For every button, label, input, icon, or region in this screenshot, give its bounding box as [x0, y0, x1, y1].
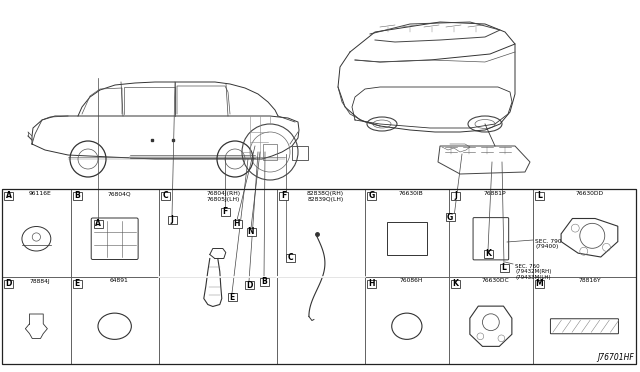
Text: N: N — [248, 228, 254, 237]
Text: 76881P: 76881P — [484, 191, 506, 196]
Text: B: B — [74, 192, 80, 201]
Text: E: E — [229, 292, 235, 301]
Text: K: K — [452, 279, 458, 288]
Bar — [449, 276, 533, 364]
Bar — [232, 220, 241, 228]
Text: F: F — [222, 208, 228, 217]
Bar — [277, 276, 365, 364]
Bar — [244, 281, 253, 289]
Text: 78884J: 78884J — [29, 279, 50, 283]
Bar — [451, 279, 460, 288]
Bar — [533, 189, 636, 276]
Text: F: F — [281, 192, 286, 201]
Bar — [227, 293, 237, 301]
Bar — [535, 279, 544, 288]
Text: 76086H: 76086H — [399, 279, 423, 283]
Bar — [2, 276, 71, 364]
Text: L: L — [537, 192, 542, 201]
Text: SEC. 790
(79400): SEC. 790 (79400) — [535, 238, 562, 249]
Bar — [263, 144, 277, 160]
Text: 96116E: 96116E — [28, 191, 51, 196]
Bar — [451, 192, 460, 200]
Bar — [292, 146, 308, 160]
Bar — [246, 228, 255, 236]
Text: L: L — [502, 263, 506, 273]
Text: 76630DC: 76630DC — [481, 279, 509, 283]
Text: B: B — [261, 278, 267, 286]
Text: A: A — [95, 219, 101, 228]
Bar — [499, 264, 509, 272]
Text: A: A — [6, 192, 12, 201]
Bar — [365, 276, 449, 364]
Bar — [277, 189, 365, 276]
Bar — [533, 276, 636, 364]
Text: G: G — [368, 192, 374, 201]
Bar — [365, 189, 449, 276]
Text: J: J — [454, 192, 457, 201]
Text: J: J — [171, 215, 173, 224]
Bar — [73, 279, 82, 288]
Text: 64891: 64891 — [109, 279, 129, 283]
Bar — [168, 216, 177, 224]
Bar — [2, 189, 71, 276]
Text: M: M — [536, 279, 543, 288]
Bar — [367, 279, 376, 288]
Bar — [73, 192, 82, 200]
Text: C: C — [163, 192, 168, 201]
Bar — [71, 276, 159, 364]
Text: SEC. 760
(79432M(RH)
(79433M(LH): SEC. 760 (79432M(RH) (79433M(LH) — [515, 264, 552, 280]
Text: 82838Q(RH)
82839Q(LH): 82838Q(RH) 82839Q(LH) — [307, 191, 344, 202]
Text: K: K — [485, 250, 491, 259]
Bar — [71, 189, 159, 276]
Bar — [449, 189, 533, 276]
Text: 78816Y: 78816Y — [579, 279, 601, 283]
Bar — [279, 192, 288, 200]
Bar — [259, 278, 269, 286]
Text: H: H — [234, 219, 240, 228]
Text: 76630IB: 76630IB — [399, 191, 424, 196]
Text: 76804J(RH)
76805J(LH): 76804J(RH) 76805J(LH) — [207, 191, 241, 202]
Bar — [159, 189, 277, 276]
Bar — [387, 222, 427, 255]
Bar — [161, 192, 170, 200]
Bar — [4, 279, 13, 288]
Bar — [159, 276, 277, 364]
Bar — [93, 220, 102, 228]
Text: D: D — [246, 280, 252, 289]
Text: C: C — [287, 253, 293, 263]
Text: E: E — [75, 279, 80, 288]
Text: J76701HF: J76701HF — [597, 353, 634, 362]
Text: D: D — [5, 279, 12, 288]
Bar — [285, 254, 294, 262]
Text: G: G — [447, 212, 453, 221]
Text: 76630DD: 76630DD — [575, 191, 604, 196]
Bar — [483, 250, 493, 258]
Bar — [221, 208, 230, 216]
Text: H: H — [368, 279, 374, 288]
Bar — [2, 189, 636, 364]
Bar — [4, 192, 13, 200]
Text: 76804Q: 76804Q — [108, 191, 131, 196]
Bar — [445, 213, 454, 221]
Bar — [535, 192, 544, 200]
Bar — [367, 192, 376, 200]
